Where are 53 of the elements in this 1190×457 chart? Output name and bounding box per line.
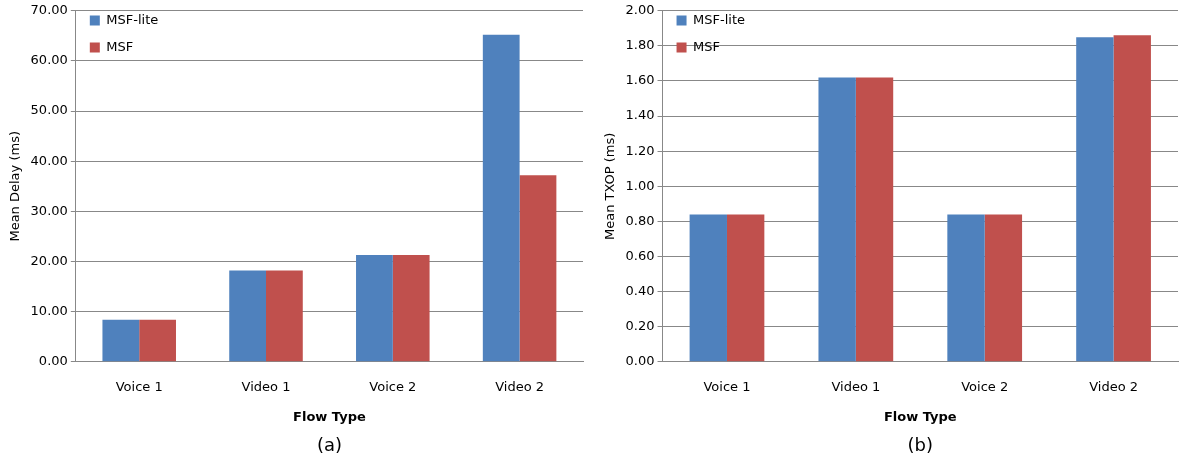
x-tick-label: Video 2 [1089, 378, 1138, 394]
y-tick-label: 0.80 [625, 212, 655, 228]
legend-label: MSF [106, 38, 134, 54]
y-tick-label: 0.00 [625, 353, 655, 369]
bar [392, 255, 430, 362]
legend-label: MSF-lite [106, 11, 159, 27]
y-tick-label: 70.00 [30, 2, 68, 18]
y-tick-label: 0.00 [38, 353, 68, 369]
bar [482, 34, 520, 362]
y-tick-label: 1.00 [625, 177, 655, 193]
bar [1076, 37, 1114, 362]
y-tick-label: 1.20 [625, 142, 655, 158]
y-tick-label: 2.00 [625, 2, 655, 18]
bar [229, 270, 267, 362]
bar [356, 255, 393, 362]
y-tick-label: 1.60 [625, 72, 655, 88]
x-tick-label: Video 1 [241, 378, 291, 394]
bar [726, 214, 765, 362]
bar [855, 77, 894, 362]
y-tick-label: 0.60 [625, 247, 655, 263]
bar [102, 319, 140, 362]
y-tick-label: 10.00 [30, 303, 68, 319]
y-tick-label: 0.20 [625, 318, 655, 334]
bar [519, 175, 557, 362]
x-axis-title: Flow Type [293, 408, 366, 424]
text: (a) [316, 433, 342, 455]
bar [139, 319, 176, 362]
y-tick-label: 60.00 [30, 52, 68, 68]
bar [984, 214, 1023, 362]
y-tick-label: 1.80 [625, 37, 655, 53]
x-tick-label: Voice 1 [703, 378, 751, 394]
bar [1113, 35, 1151, 362]
x-tick-label: Voice 2 [369, 378, 417, 394]
bar [947, 214, 985, 362]
bar [689, 214, 727, 362]
y-tick-label: 0.40 [625, 282, 655, 298]
x-axis-title: Flow Type [883, 408, 957, 424]
text: (b) [907, 433, 934, 455]
y-tick-label: 50.00 [30, 102, 68, 118]
y-tick-label: 1.40 [625, 107, 655, 123]
x-tick-label: Video 2 [495, 378, 545, 394]
bar [266, 270, 303, 362]
legend-label: MSF [693, 38, 720, 54]
bar [818, 77, 856, 362]
x-tick-label: Voice 2 [961, 378, 1009, 394]
y-tick-label: 30.00 [30, 202, 68, 218]
y-tick-label: 20.00 [30, 252, 68, 268]
legend-label: MSF-lite [693, 11, 746, 27]
x-tick-label: Video 1 [831, 378, 881, 394]
y-tick-label: 40.00 [30, 152, 68, 168]
y-axis-title: Mean Delay (ms) [7, 131, 23, 242]
y-axis-title: Mean TXOP (ms) [602, 132, 618, 240]
x-tick-label: Voice 1 [115, 378, 163, 394]
